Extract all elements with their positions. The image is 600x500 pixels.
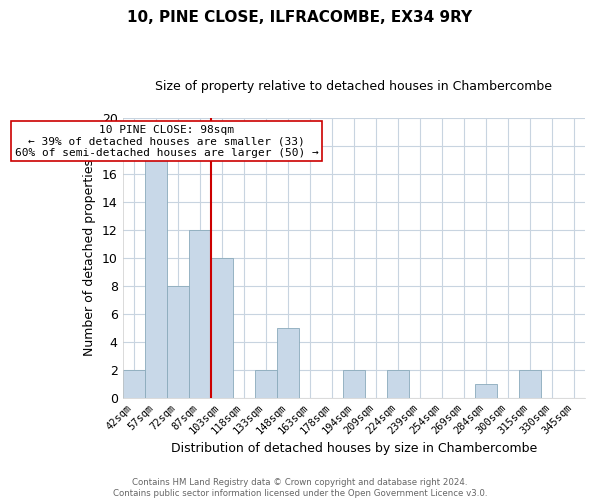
X-axis label: Distribution of detached houses by size in Chambercombe: Distribution of detached houses by size … — [170, 442, 537, 455]
Bar — [277, 328, 299, 398]
Bar — [122, 370, 145, 398]
Bar — [167, 286, 188, 398]
Text: Contains HM Land Registry data © Crown copyright and database right 2024.
Contai: Contains HM Land Registry data © Crown c… — [113, 478, 487, 498]
Bar — [343, 370, 365, 398]
Bar — [211, 258, 233, 398]
Bar — [519, 370, 541, 398]
Title: Size of property relative to detached houses in Chambercombe: Size of property relative to detached ho… — [155, 80, 552, 93]
Y-axis label: Number of detached properties: Number of detached properties — [83, 160, 96, 356]
Text: 10 PINE CLOSE: 98sqm
← 39% of detached houses are smaller (33)
60% of semi-detac: 10 PINE CLOSE: 98sqm ← 39% of detached h… — [15, 125, 319, 158]
Bar — [387, 370, 409, 398]
Bar — [475, 384, 497, 398]
Bar — [255, 370, 277, 398]
Text: 10, PINE CLOSE, ILFRACOMBE, EX34 9RY: 10, PINE CLOSE, ILFRACOMBE, EX34 9RY — [127, 10, 473, 25]
Bar — [188, 230, 211, 398]
Bar — [145, 160, 167, 398]
